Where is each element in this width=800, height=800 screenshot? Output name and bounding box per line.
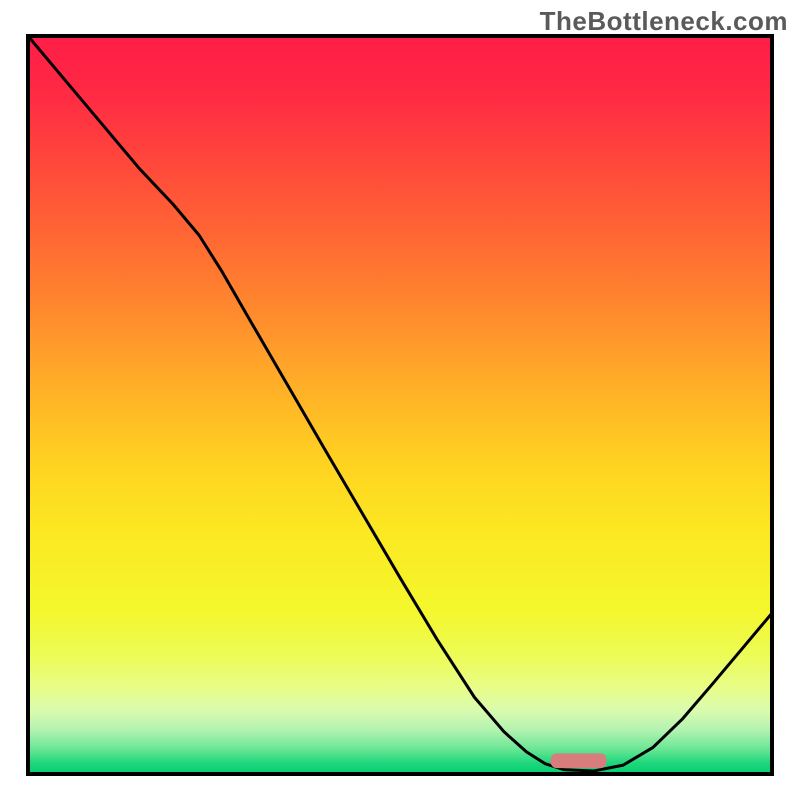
chart-container: TheBottleneck.com <box>0 0 800 800</box>
plot-background <box>28 36 772 774</box>
watermark-text: TheBottleneck.com <box>540 6 788 37</box>
bottleneck-line-chart <box>0 0 800 800</box>
optimum-marker <box>551 753 607 768</box>
